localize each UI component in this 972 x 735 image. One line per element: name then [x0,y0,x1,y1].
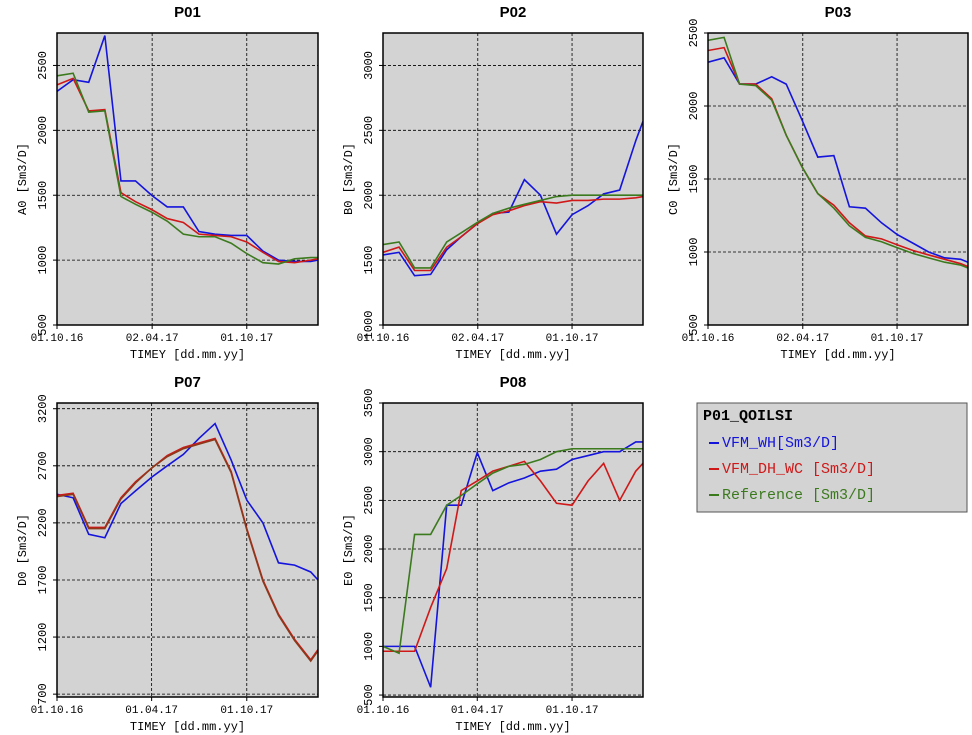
plot-frame [382,32,644,326]
y-tick-label: 2500 [362,116,376,145]
x-axis-label: TIMEY [dd.mm.yy] [455,348,570,362]
legend-label: VFM_WH[Sm3/D] [722,435,839,452]
x-axis-label: TIMEY [dd.mm.yy] [455,720,570,734]
y-tick-label: 700 [36,683,50,705]
plot-frame [382,402,644,698]
y-tick-label: 2500 [362,486,376,515]
x-tick-label: 01.10.16 [31,705,84,717]
y-tick-label: 2000 [362,535,376,564]
x-tick-label: 01.10.16 [357,705,410,717]
series-line [383,441,643,688]
y-tick-label: 1700 [36,566,50,595]
legend-title: P01_QOILSI [703,408,793,425]
y-axis-label: A0 [Sm3/D] [16,143,30,215]
series-line [57,77,318,264]
series-line [57,35,318,263]
y-tick-label: 1500 [362,583,376,612]
plot-frame [56,32,319,326]
y-tick-label: 2000 [362,181,376,210]
y-tick-label: 500 [36,314,50,336]
y-tick-label: 2500 [687,19,701,48]
chart-title: P02 [500,4,527,21]
plot-area [383,403,643,697]
y-tick-label: 2200 [36,508,50,537]
x-axis-label: TIMEY [dd.mm.yy] [130,720,245,734]
plot-area [57,33,318,325]
series-line [383,195,643,272]
y-tick-label: 1500 [687,165,701,194]
x-axis-label: TIMEY [dd.mm.yy] [780,348,895,362]
x-tick-label: 02.04.17 [776,333,829,345]
series-line [708,46,968,268]
series-line [383,460,643,653]
series-line [383,447,643,655]
chart-title: P03 [825,4,852,21]
plot-area [57,403,318,697]
y-axis-label: E0 [Sm3/D] [342,514,356,586]
x-tick-label: 02.04.17 [451,333,504,345]
chart-title: P08 [500,374,527,391]
y-tick-label: 1000 [36,246,50,275]
series-line [383,120,643,277]
y-axis-label: B0 [Sm3/D] [342,143,356,215]
y-tick-label: 1200 [36,623,50,652]
x-axis-label: TIMEY [dd.mm.yy] [130,348,245,362]
plot-frame [56,402,319,698]
y-tick-label: 2000 [687,92,701,121]
legend-label: Reference [Sm3/D] [722,487,875,504]
y-tick-label: 1000 [362,632,376,661]
y-tick-label: 1500 [362,246,376,275]
x-tick-label: 02.04.17 [126,333,179,345]
x-tick-label: 01.10.16 [682,333,735,345]
x-tick-label: 01.04.17 [125,705,178,717]
legend-box [696,402,968,513]
y-tick-label: 3500 [362,389,376,418]
y-tick-label: 2700 [36,451,50,480]
series-line [708,36,968,269]
series-line [57,438,318,663]
y-axis-label: C0 [Sm3/D] [667,143,681,215]
plot-area [383,33,643,325]
x-tick-label: 01.10.16 [357,333,410,345]
y-tick-label: 1000 [687,238,701,267]
series-line [57,72,318,265]
y-tick-label: 1500 [36,181,50,210]
y-tick-label: 500 [362,684,376,706]
x-tick-label: 01.10.17 [220,705,273,717]
chart-title: P07 [174,374,201,391]
x-tick-label: 01.10.17 [546,333,599,345]
plot-frame [707,32,969,326]
x-tick-label: 01.10.17 [871,333,924,345]
chart-title: P01 [174,4,201,21]
series-line [383,194,643,269]
x-tick-label: 01.04.17 [451,705,504,717]
y-tick-label: 1000 [362,311,376,340]
y-tick-label: 3000 [362,437,376,466]
y-tick-label: 2000 [36,116,50,145]
x-tick-label: 01.10.16 [31,333,84,345]
y-axis-label: D0 [Sm3/D] [16,514,30,586]
x-tick-label: 01.10.17 [220,333,273,345]
y-tick-label: 2500 [36,51,50,80]
y-tick-label: 3200 [36,394,50,423]
x-tick-label: 01.10.17 [546,705,599,717]
y-tick-label: 500 [687,314,701,336]
y-tick-label: 3000 [362,51,376,80]
legend-label: VFM_DH_WC [Sm3/D] [722,461,875,478]
